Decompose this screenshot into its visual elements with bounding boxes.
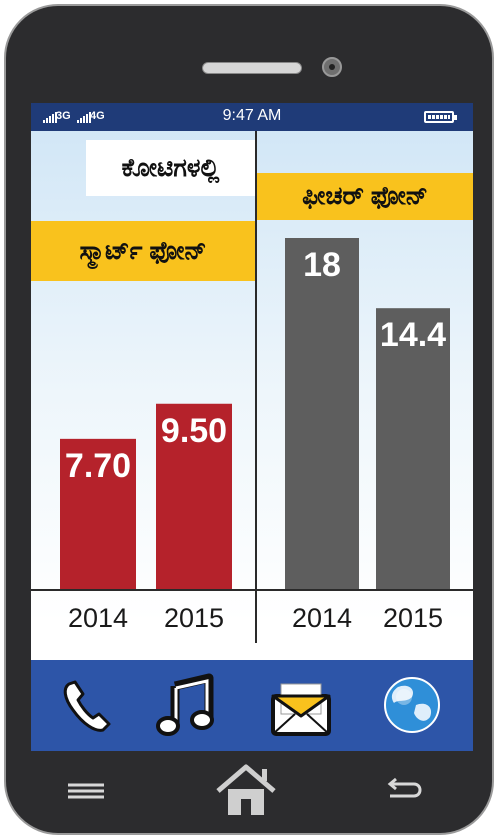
- bar-featurephone-2014: [285, 238, 359, 589]
- data-label-smartphone-2015: 9.50: [161, 412, 227, 450]
- signal-icon: [77, 111, 91, 123]
- network-label-4g: 4G: [90, 110, 105, 122]
- signal-icon: [43, 111, 57, 123]
- status-bar: 3G 4G 9:47 AM: [31, 103, 473, 131]
- status-time: 9:47 AM: [222, 107, 282, 124]
- tick-label-smartphone-2014: 2014: [68, 603, 128, 633]
- panel-divider: [255, 131, 257, 643]
- phone-frame: 3G 4G 9:47 AM ಕೋಟಿಗಳಲ್ಲಿ ಸ್ಮಾರ್ಟ್ ಫೋನ್ ಫ…: [4, 4, 494, 835]
- app-dock: [31, 660, 473, 751]
- bar-chart: 7.70 2014 9.50 2015 18 2014 14.4 2015: [31, 238, 473, 633]
- tick-label-smartphone-2015: 2015: [164, 603, 224, 633]
- battery-icon: [424, 111, 457, 123]
- globe-icon[interactable]: [384, 677, 440, 733]
- network-label-3g: 3G: [56, 110, 71, 122]
- menu-icon[interactable]: [68, 783, 104, 799]
- phone-screen: 3G 4G 9:47 AM ಕೋಟಿಗಳಲ್ಲಿ ಸ್ಮಾರ್ಟ್ ಫೋನ್ ಫ…: [31, 103, 473, 751]
- speaker-grille: [202, 62, 302, 74]
- tick-label-featurephone-2015: 2015: [383, 603, 443, 633]
- data-label-featurephone-2015: 14.4: [380, 316, 446, 354]
- data-label-featurephone-2014: 18: [303, 246, 341, 284]
- chart-title-featurephone: ಫೀಚರ್ ಫೋನ್: [257, 173, 473, 220]
- chart-title-smartphone: ಸ್ಮಾರ್ಟ್ ಫೋನ್: [31, 221, 255, 281]
- front-camera: [322, 57, 342, 77]
- hardware-buttons: [68, 764, 422, 815]
- phone-icon[interactable]: [63, 680, 111, 732]
- bar-smartphone-2014: [60, 438, 136, 589]
- unit-label: ಕೋಟಿಗಳಲ್ಲಿ: [86, 140, 255, 196]
- mail-icon[interactable]: [271, 683, 331, 736]
- data-label-smartphone-2014: 7.70: [65, 447, 131, 485]
- music-icon[interactable]: [156, 673, 214, 736]
- home-icon[interactable]: [216, 764, 276, 815]
- bar-smartphone-2015: [156, 403, 232, 589]
- back-icon[interactable]: [387, 777, 422, 798]
- tick-label-featurephone-2014: 2014: [292, 603, 352, 633]
- bar-featurephone-2015: [376, 308, 450, 589]
